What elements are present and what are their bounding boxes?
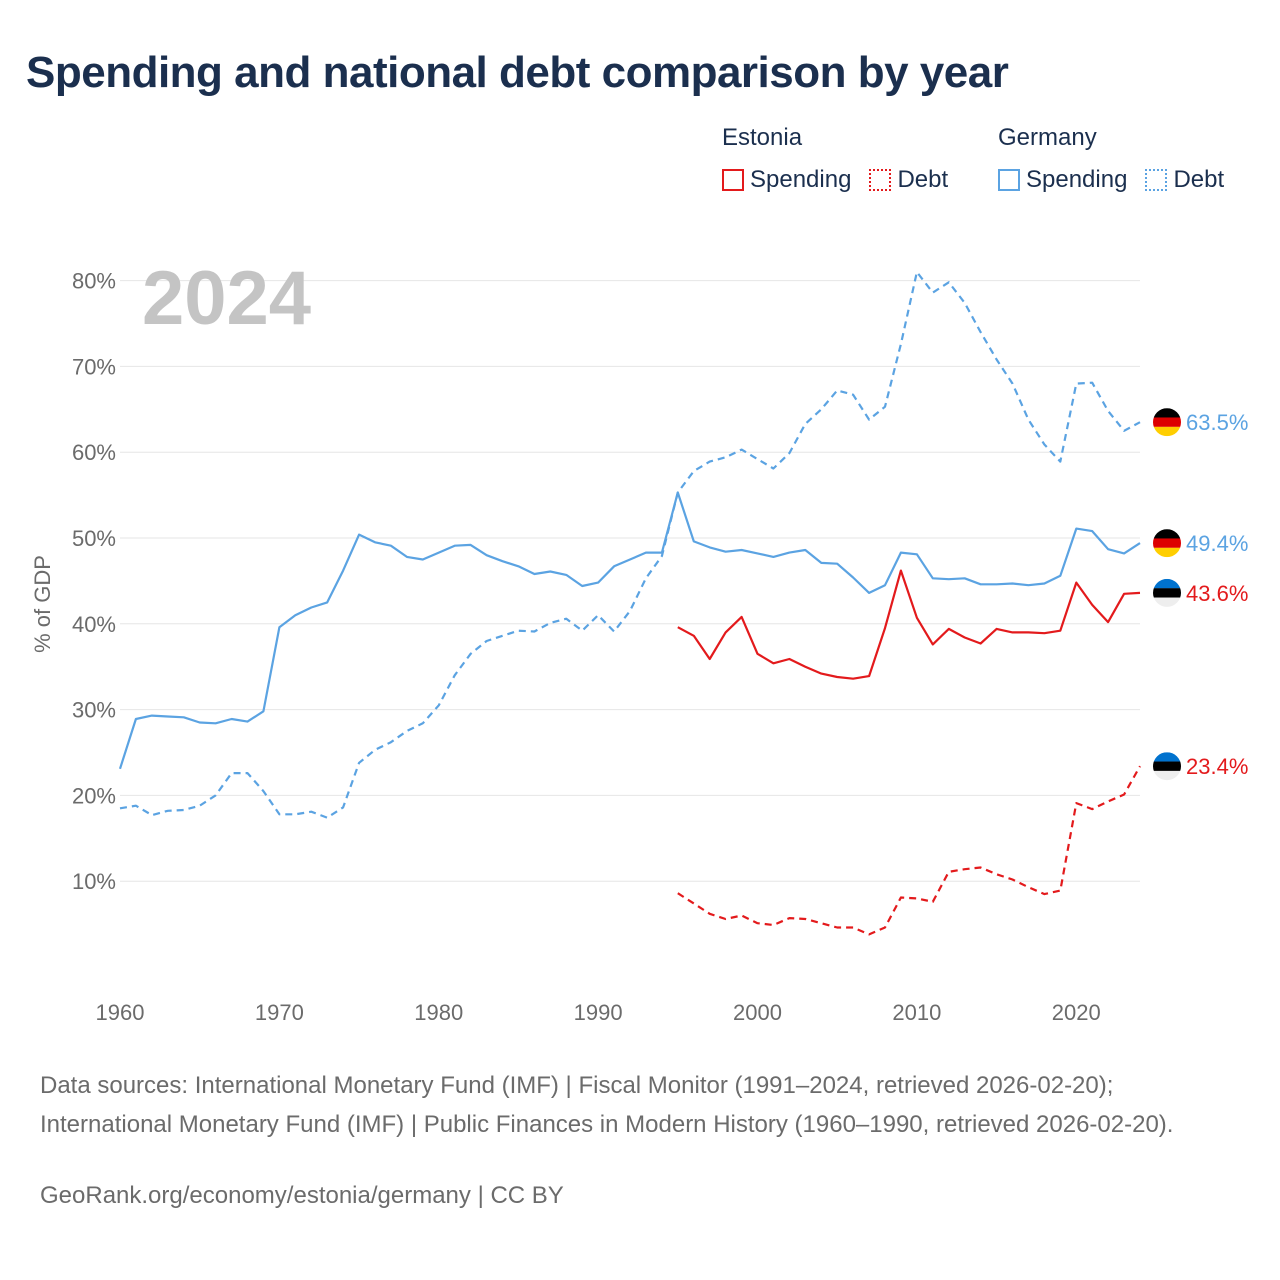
y-axis-label: % of GDP: [30, 555, 55, 653]
x-tick-label: 2010: [892, 1000, 941, 1025]
legend-germany-debt[interactable]: Debt: [1145, 166, 1224, 194]
series-lines: [118, 270, 1141, 936]
y-tick-label: 20%: [72, 783, 116, 808]
end-value-label: 49.4%: [1186, 531, 1248, 556]
y-tick-label: 30%: [72, 698, 116, 723]
y-axis: 10% 20% 30% 40% 50% 60% 70% 80%: [72, 269, 116, 895]
x-tick-label: 1980: [414, 1000, 463, 1025]
legend-germany-title: Germany: [998, 124, 1097, 151]
x-tick-label: 2000: [733, 1000, 782, 1025]
series-line-germany-spending[interactable]: [118, 491, 1141, 770]
series-line-germany-debt[interactable]: [119, 270, 1141, 819]
estonia-flag-icon: [1153, 752, 1181, 781]
legend-item-label: Debt: [1173, 166, 1225, 193]
legend-item-label: Debt: [897, 166, 949, 193]
x-tick-label: 1960: [96, 1000, 145, 1025]
y-tick-label: 70%: [72, 354, 116, 379]
end-value-label: 63.5%: [1186, 410, 1248, 435]
current-year-label: 2024: [142, 256, 311, 341]
legend-germany-spending[interactable]: Spending: [998, 166, 1127, 194]
legend-solid-swatch-icon: [722, 169, 744, 191]
credit-link[interactable]: GeoRank.org/economy/estonia/germany | CC…: [40, 1182, 564, 1209]
legend-germany: Germany Spending Debt: [998, 124, 1242, 194]
germany-flag-icon: [1153, 529, 1181, 558]
legend-item-label: Spending: [750, 166, 852, 193]
end-markers: 63.5% 49.4% 43.6% 23.4%: [1153, 408, 1248, 781]
legend-estonia: Estonia Spending Debt: [722, 124, 966, 194]
gridlines: [120, 280, 1140, 882]
legend-estonia-title: Estonia: [722, 124, 803, 151]
chart-title: Spending and national debt comparison by…: [26, 48, 1009, 97]
legend-dotted-swatch-icon: [1145, 169, 1168, 191]
germany-flag-icon: [1153, 408, 1181, 437]
end-value-label: 23.4%: [1186, 754, 1248, 779]
y-tick-label: 80%: [72, 269, 116, 294]
y-tick-label: 60%: [72, 440, 116, 465]
legend-solid-swatch-icon: [998, 169, 1020, 191]
series-line-estonia-debt[interactable]: [677, 765, 1141, 936]
legend-estonia-spending[interactable]: Spending: [722, 166, 851, 194]
legend-dotted-swatch-icon: [869, 169, 892, 191]
x-tick-label: 1990: [574, 1000, 623, 1025]
x-tick-label: 1970: [255, 1000, 304, 1025]
series-line-estonia-spending[interactable]: [677, 569, 1141, 680]
estonia-flag-icon: [1153, 578, 1181, 607]
y-tick-label: 50%: [72, 526, 116, 551]
data-sources: Data sources: International Monetary Fun…: [40, 1072, 1174, 1138]
y-tick-label: 10%: [72, 869, 116, 894]
legend-estonia-debt[interactable]: Debt: [869, 166, 948, 194]
x-tick-label: 2020: [1052, 1000, 1101, 1025]
end-value-label: 43.6%: [1186, 581, 1248, 606]
y-tick-label: 40%: [72, 612, 116, 637]
legend-item-label: Spending: [1026, 166, 1128, 193]
x-axis: 1960 1970 1980 1990 2000 2010 2020: [96, 1000, 1101, 1025]
line-chart: 10% 20% 30% 40% 50% 60% 70% 80% 1960 1970 1980 199…: [30, 256, 1248, 1025]
